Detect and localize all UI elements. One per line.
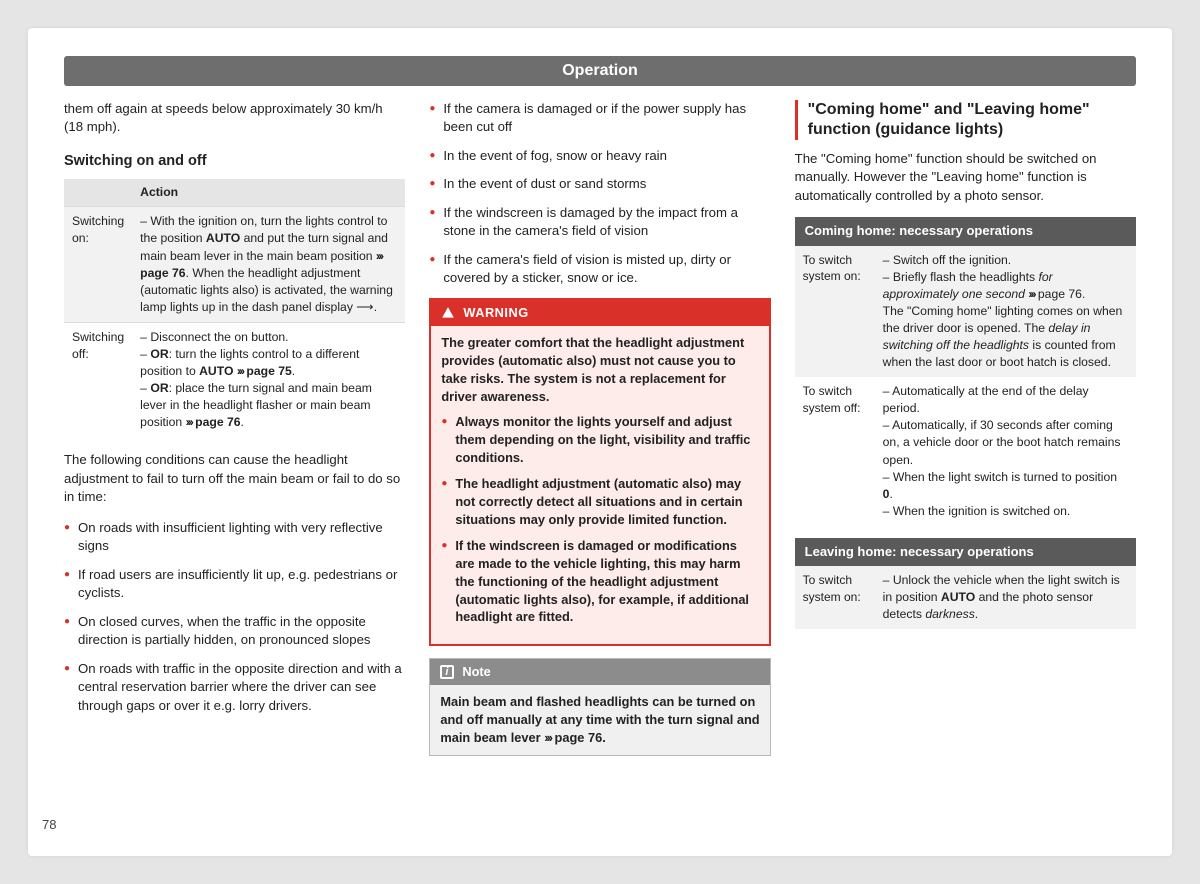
camera-conditions-list: If the camera is damaged or if the power… bbox=[429, 100, 770, 288]
column-2: If the camera is damaged or if the power… bbox=[429, 100, 770, 756]
warning-item: If the windscreen is damaged or modifica… bbox=[441, 537, 758, 627]
row-body: – Disconnect the on button.– OR: turn th… bbox=[132, 322, 405, 437]
warning-item: Always monitor the lights yourself and a… bbox=[441, 413, 758, 467]
row-body: – With the ignition on, turn the lights … bbox=[132, 207, 405, 322]
lead-paragraph: them off again at speeds below approxima… bbox=[64, 100, 405, 137]
panel-header-coming-home: Coming home: necessary operations bbox=[795, 217, 1136, 245]
row-label: Switching off: bbox=[64, 322, 132, 437]
warning-intro: The greater comfort that the headlight a… bbox=[441, 334, 758, 406]
list-item: If the camera is damaged or if the power… bbox=[429, 100, 770, 137]
page: Operation them off again at speeds below… bbox=[28, 28, 1172, 856]
coming-home-intro: The "Coming home" function should be swi… bbox=[795, 150, 1136, 205]
note-body: Main beam and flashed headlights can be … bbox=[430, 685, 769, 755]
list-item: If road users are insufficiently lit up,… bbox=[64, 566, 405, 603]
table-row: To switch system on: – Switch off the ig… bbox=[795, 246, 1136, 378]
conditions-list: On roads with insufficient lighting with… bbox=[64, 519, 405, 715]
row-body: – Switch off the ignition.– Briefly flas… bbox=[875, 246, 1136, 378]
section-header: Operation bbox=[64, 56, 1136, 86]
list-item: On closed curves, when the traffic in th… bbox=[64, 613, 405, 650]
list-item: If the camera's field of vision is miste… bbox=[429, 251, 770, 288]
row-label: Switching on: bbox=[64, 207, 132, 322]
warning-header: WARNING bbox=[431, 300, 768, 326]
row-label: To switch system on: bbox=[795, 246, 875, 378]
list-item: In the event of fog, snow or heavy rain bbox=[429, 147, 770, 165]
note-header: Note bbox=[430, 659, 769, 685]
panel-header-leaving-home: Leaving home: necessary operations bbox=[795, 538, 1136, 566]
warning-title: WARNING bbox=[463, 304, 528, 322]
warning-triangle-icon bbox=[441, 306, 455, 320]
warning-item: The headlight adjustment (automatic also… bbox=[441, 475, 758, 529]
column-1: them off again at speeds below approxima… bbox=[64, 100, 405, 756]
column-3: "Coming home" and "Leaving home" functio… bbox=[795, 100, 1136, 756]
row-body: – Automatically at the end of the delay … bbox=[875, 377, 1136, 526]
table-header-action: Action bbox=[132, 179, 405, 207]
info-icon bbox=[440, 665, 454, 679]
row-label: To switch system off: bbox=[795, 377, 875, 526]
warning-box: WARNING The greater comfort that the hea… bbox=[429, 298, 770, 647]
note-title: Note bbox=[462, 663, 490, 681]
mid-paragraph: The following conditions can cause the h… bbox=[64, 451, 405, 506]
table-row: Switching on: – With the ignition on, tu… bbox=[64, 207, 405, 322]
switching-table: Action Switching on: – With the ignition… bbox=[64, 179, 405, 437]
table-row: To switch system on: – Unlock the vehicl… bbox=[795, 566, 1136, 629]
subheading-switching: Switching on and off bbox=[64, 151, 405, 171]
warning-body: The greater comfort that the headlight a… bbox=[431, 326, 768, 645]
table-header-blank bbox=[64, 179, 132, 207]
section-title-coming-home: "Coming home" and "Leaving home" functio… bbox=[795, 100, 1136, 140]
table-row: Switching off: – Disconnect the on butto… bbox=[64, 322, 405, 437]
note-box: Note Main beam and flashed headlights ca… bbox=[429, 658, 770, 756]
row-body: – Unlock the vehicle when the light swit… bbox=[875, 566, 1136, 629]
list-item: On roads with insufficient lighting with… bbox=[64, 519, 405, 556]
list-item: On roads with traffic in the opposite di… bbox=[64, 660, 405, 715]
row-label: To switch system on: bbox=[795, 566, 875, 629]
three-columns: them off again at speeds below approxima… bbox=[28, 100, 1172, 756]
table-row: To switch system off: – Automatically at… bbox=[795, 377, 1136, 526]
list-item: If the windscreen is damaged by the impa… bbox=[429, 204, 770, 241]
page-number: 78 bbox=[42, 817, 56, 832]
leaving-home-table: To switch system on: – Unlock the vehicl… bbox=[795, 566, 1136, 629]
list-item: In the event of dust or sand storms bbox=[429, 175, 770, 193]
coming-home-table: To switch system on: – Switch off the ig… bbox=[795, 246, 1136, 526]
